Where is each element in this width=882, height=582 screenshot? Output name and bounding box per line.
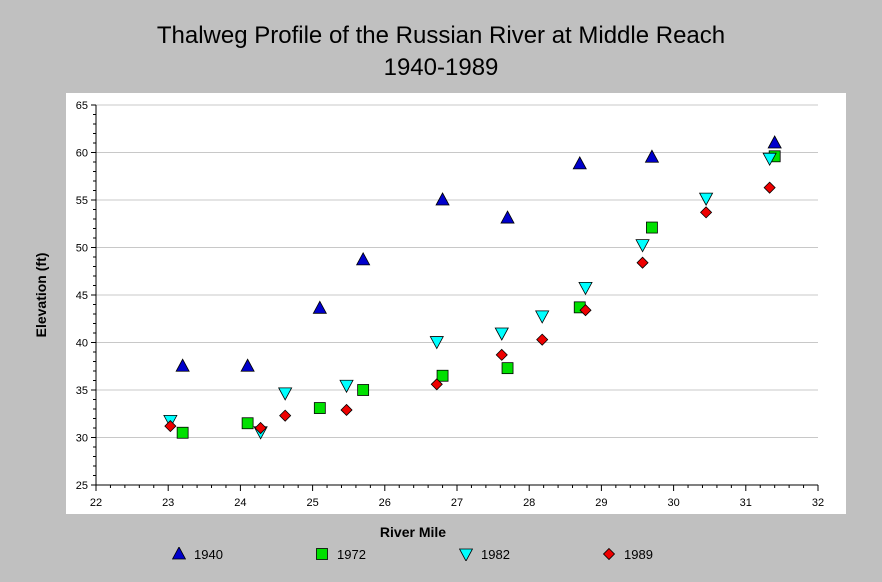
- x-tick-label: 28: [523, 497, 535, 509]
- point-1940: [240, 358, 255, 372]
- legend-symbol-1940: [172, 547, 186, 560]
- point-1972: [313, 402, 326, 414]
- x-axis-label: River Mile: [380, 524, 446, 540]
- legend-marker-1982: [459, 548, 473, 561]
- series-1940: [175, 135, 782, 372]
- point-1989: [536, 333, 549, 346]
- x-tick-label: 22: [90, 497, 102, 509]
- y-tick-label: 25: [76, 480, 88, 492]
- point-1940: [500, 210, 515, 224]
- point-1989: [700, 206, 713, 219]
- y-tick-label: 40: [76, 338, 88, 350]
- point-1989: [340, 403, 353, 417]
- point-1940: [312, 300, 327, 314]
- point-1940: [355, 252, 371, 266]
- legend-item-1989: 1989: [602, 544, 653, 564]
- chart-subtitle: 1940-1989: [383, 54, 499, 81]
- point-1982: [698, 192, 714, 206]
- point-1972: [241, 417, 254, 430]
- legend-marker-1940: [172, 547, 186, 560]
- point-1989: [763, 181, 776, 194]
- x-tick-label: 32: [812, 497, 824, 509]
- legend-marker-1989: [602, 547, 616, 561]
- point-1982: [339, 379, 354, 394]
- point-1972: [357, 384, 370, 396]
- point-1940: [435, 192, 450, 206]
- point-1982: [578, 281, 593, 296]
- point-1989: [164, 420, 177, 433]
- point-1982: [277, 387, 293, 401]
- point-1989: [430, 378, 443, 391]
- chart-title: Thalweg Profile of the Russian River at …: [156, 22, 726, 49]
- point-1982: [635, 239, 650, 253]
- point-1982: [535, 310, 550, 324]
- legend-symbol-1982: [459, 548, 473, 561]
- x-tick-label: 31: [740, 497, 752, 509]
- point-1940: [767, 135, 782, 149]
- point-1989: [636, 256, 649, 269]
- x-tick-label: 25: [306, 497, 318, 509]
- legend-item-1982: 1982: [459, 544, 510, 564]
- point-1940: [644, 149, 660, 163]
- point-1989: [495, 348, 508, 361]
- legend-label: 1982: [481, 546, 510, 562]
- point-1940: [175, 358, 190, 372]
- series-1989: [164, 181, 776, 435]
- y-tick-label: 60: [76, 148, 88, 160]
- x-tick-label: 27: [451, 497, 463, 509]
- legend-label: 1989: [624, 546, 653, 562]
- legend-symbol-1972: [316, 548, 328, 560]
- y-tick-label: 50: [76, 243, 88, 255]
- point-1989: [279, 409, 292, 422]
- y-tick-label: 30: [76, 433, 88, 445]
- y-tick-label: 55: [76, 195, 88, 207]
- point-1972: [176, 426, 189, 439]
- point-1982: [494, 327, 509, 341]
- point-1982: [762, 152, 777, 167]
- point-1972: [436, 369, 449, 382]
- legend-label: 1972: [337, 546, 366, 562]
- x-tick-label: 29: [595, 497, 607, 509]
- point-1989: [254, 421, 267, 435]
- point-1972: [646, 221, 658, 234]
- legend-label: 1940: [194, 546, 223, 562]
- legend-item-1972: 1972: [315, 544, 366, 564]
- legend-symbol-1989: [602, 547, 616, 561]
- y-tick-label: 45: [76, 290, 88, 302]
- legend-marker-1972: [316, 548, 328, 560]
- y-tick-label: 65: [76, 100, 88, 112]
- point-1989: [579, 304, 592, 317]
- plot-panel: [66, 93, 846, 514]
- x-tick-label: 26: [379, 497, 391, 509]
- legend-item-1940: 1940: [172, 544, 223, 564]
- point-1972: [501, 362, 514, 375]
- x-tick-label: 23: [162, 497, 174, 509]
- x-tick-label: 30: [667, 497, 679, 509]
- y-axis-label: Elevation (ft): [33, 253, 49, 338]
- point-1982: [429, 336, 444, 350]
- x-tick-label: 24: [234, 497, 246, 509]
- y-tick-label: 35: [76, 385, 88, 397]
- point-1940: [572, 156, 587, 170]
